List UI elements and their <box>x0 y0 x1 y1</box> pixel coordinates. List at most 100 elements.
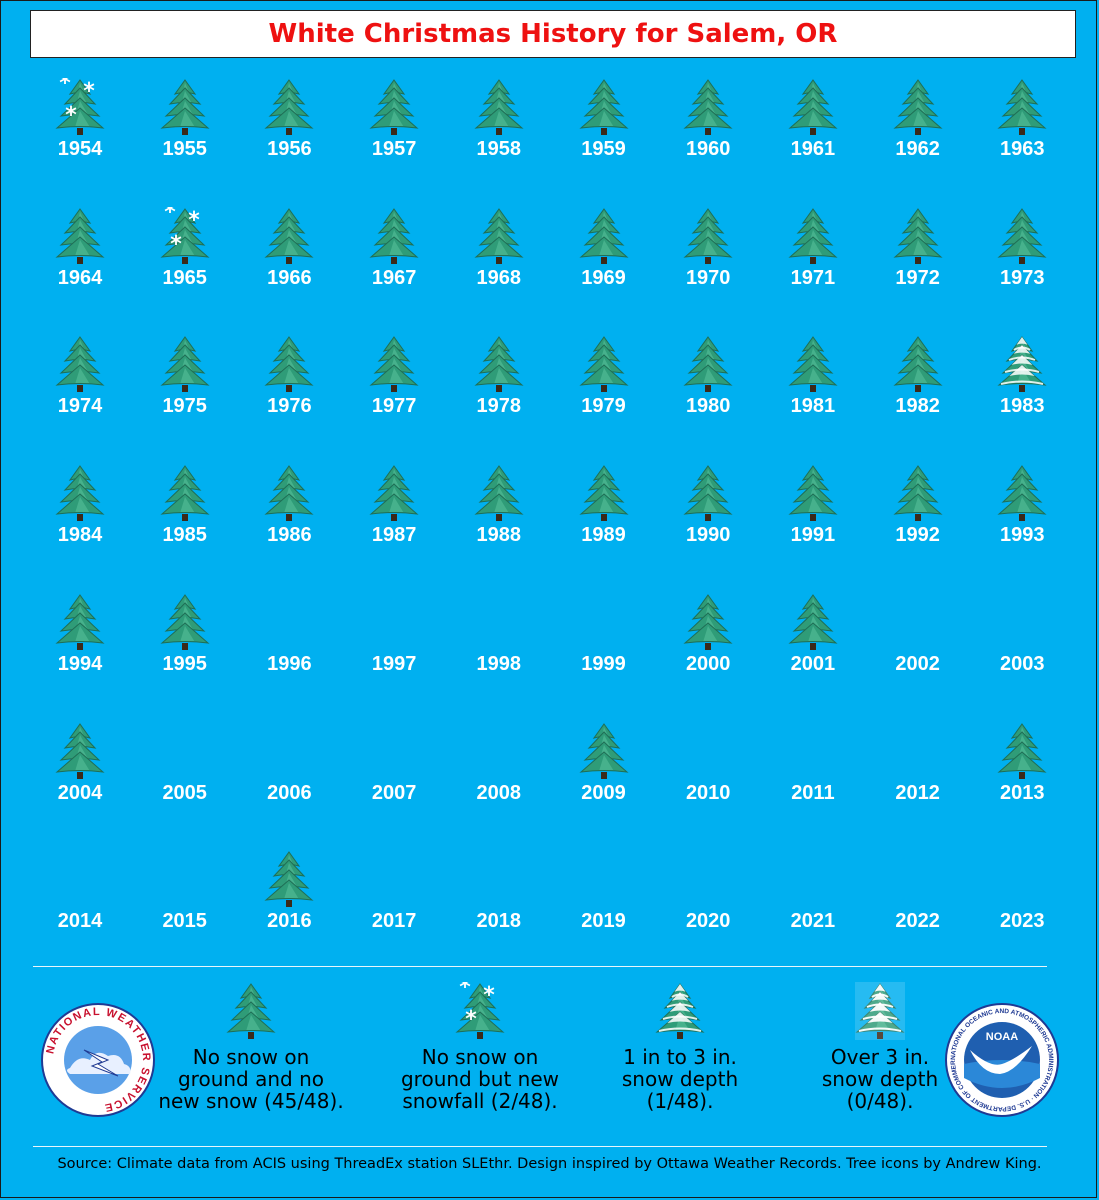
plain-tree-icon <box>997 722 1047 779</box>
svg-text:*: * <box>459 982 471 1000</box>
year-label: 2023 <box>1000 910 1045 933</box>
plain-tree-icon <box>893 465 943 522</box>
legend-item: No snow on ground and no new snow (45/48). <box>151 982 351 1112</box>
plain-tree-icon <box>578 79 629 135</box>
year-cell: 2021 <box>763 842 863 954</box>
year-label: 1972 <box>895 266 940 289</box>
nws-logo-icon: NATIONAL WEATHER SERVICE <box>41 1003 155 1117</box>
plain-tree-icon <box>997 79 1047 135</box>
year-cell: 1978 <box>449 327 549 439</box>
divider-bottom <box>33 1146 1047 1147</box>
year-label: 2008 <box>476 781 522 804</box>
year-cell: 1989 <box>554 456 654 568</box>
plain-tree-icon <box>474 336 524 393</box>
plain-tree-icon <box>226 983 276 1039</box>
year-label: 1979 <box>581 395 626 418</box>
legend-line: new snow (45/48). <box>158 1089 344 1113</box>
year-label: 2022 <box>895 910 940 933</box>
page-title: White Christmas History for Salem, OR <box>268 19 838 49</box>
year-cell: 1963 <box>972 70 1072 182</box>
year-label: 2007 <box>371 781 417 804</box>
year-cell: 2004 <box>30 714 130 826</box>
year-cell: 1960 <box>658 70 758 182</box>
plain-tree-icon <box>683 336 733 393</box>
year-cell: 1967 <box>344 199 444 311</box>
year-label: 1987 <box>371 524 417 547</box>
year-label: 1955 <box>162 138 207 160</box>
plain-tree-icon <box>788 465 838 522</box>
legend-item: Over 3 in. snow depth (0/48). <box>780 982 980 1112</box>
plain-tree-icon <box>683 465 733 522</box>
year-cell: 2013 <box>972 714 1072 826</box>
year-cell: 2001 <box>763 585 863 697</box>
tree-with-snowflakes-icon: * ** <box>455 982 505 1039</box>
year-cell: 1964 <box>30 199 130 311</box>
year-cell: 1987 <box>344 456 444 568</box>
year-label: 1983 <box>1000 395 1045 418</box>
year-cell: 2006 <box>239 714 339 826</box>
year-label: 1973 <box>1000 266 1045 289</box>
year-cell: 2019 <box>554 842 654 954</box>
year-cell: 2005 <box>135 714 235 826</box>
legend-line: No snow on <box>421 1045 539 1069</box>
year-label: 1989 <box>581 524 626 547</box>
plain-tree-icon <box>160 465 210 522</box>
year-cell: 1997 <box>344 585 444 697</box>
year-cell: * * * 1954 <box>30 70 130 182</box>
plain-tree-icon <box>893 79 943 135</box>
year-label: 2013 <box>1000 781 1045 804</box>
plain-tree-icon <box>578 336 629 393</box>
divider-top <box>33 966 1047 967</box>
plain-tree-icon <box>683 593 733 650</box>
tree-with-snowflakes-icon: * ** <box>160 207 210 264</box>
year-cell: 1992 <box>868 456 968 568</box>
year-cell: 1999 <box>554 585 654 697</box>
legend-line: snow depth <box>821 1067 939 1091</box>
year-label: 1988 <box>476 524 522 547</box>
title-box: White Christmas History for Salem, OR <box>30 10 1076 58</box>
plain-tree-icon <box>578 722 629 779</box>
plain-tree-icon <box>160 79 210 135</box>
year-cell: 1973 <box>972 199 1072 311</box>
plain-tree-icon <box>264 207 314 264</box>
year-cell: 2010 <box>658 714 758 826</box>
year-cell: 1995 <box>135 585 235 697</box>
year-label: 1959 <box>581 138 626 160</box>
plain-tree-icon <box>55 593 105 650</box>
plain-tree-icon <box>264 336 314 393</box>
legend-line: ground but new <box>400 1067 560 1091</box>
year-label: 1998 <box>476 652 522 675</box>
legend-text: No snow on ground but new snowfall (2/48). <box>380 1046 580 1112</box>
year-label: 1970 <box>685 266 731 289</box>
plain-tree-icon <box>474 207 524 264</box>
legend-item: 1 in to 3 in. snow depth (1/48). <box>580 982 780 1112</box>
legend-line: Over 3 in. <box>830 1045 930 1069</box>
svg-text:*: * <box>170 232 182 257</box>
plain-tree-icon <box>788 336 838 393</box>
year-label: 1994 <box>57 652 103 675</box>
year-cell: 2017 <box>344 842 444 954</box>
plain-tree-icon <box>369 465 419 522</box>
year-label: 1996 <box>267 652 312 675</box>
heavily-snowy-tree-icon <box>855 982 905 1040</box>
year-cell: 2012 <box>868 714 968 826</box>
year-label: 2001 <box>790 652 836 675</box>
plain-tree-icon <box>160 593 210 650</box>
year-cell: 1990 <box>658 456 758 568</box>
year-label: 1974 <box>57 395 103 418</box>
year-cell: * * * 1965 <box>135 199 235 311</box>
year-cell: 1956 <box>239 70 339 182</box>
year-cell: 1985 <box>135 456 235 568</box>
plain-tree-icon <box>55 465 105 522</box>
plain-tree-icon <box>997 207 1047 264</box>
year-cell: 2022 <box>868 842 968 954</box>
year-label: 1977 <box>371 395 417 418</box>
svg-text:*: * <box>83 79 95 104</box>
year-cell: 1993 <box>972 456 1072 568</box>
year-cell: 1968 <box>449 199 549 311</box>
year-cell: 1969 <box>554 199 654 311</box>
year-cell: 2014 <box>30 842 130 954</box>
year-cell: 1982 <box>868 327 968 439</box>
year-label: 1954 <box>57 138 103 160</box>
